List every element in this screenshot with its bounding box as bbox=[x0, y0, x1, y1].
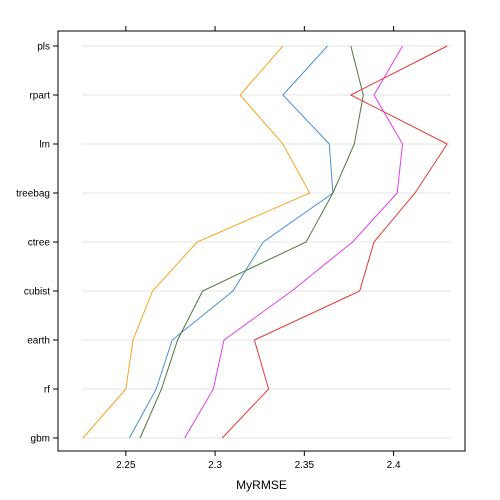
axis-ticks bbox=[53, 26, 395, 456]
plot-panel-frame bbox=[57, 30, 466, 452]
x-axis-title: MyRMSE bbox=[236, 478, 287, 492]
y-tick-label-treebag: treebag bbox=[16, 189, 50, 200]
series-line-3 bbox=[139, 45, 364, 439]
x-tick-label-2: 2.35 bbox=[295, 460, 315, 471]
grid-lines bbox=[82, 45, 451, 439]
y-tick-label-lm: lm bbox=[39, 140, 50, 151]
axis-labels: gbm rf earth cubist ctree treebag lm rpart pls 2.… bbox=[16, 42, 401, 472]
y-tick-label-cubist: cubist bbox=[24, 287, 50, 298]
series-line-1 bbox=[82, 45, 311, 439]
y-tick-label-rpart: rpart bbox=[29, 91, 50, 102]
x-tick-label-0: 2.25 bbox=[116, 460, 136, 471]
x-tick-label-3: 2.4 bbox=[387, 460, 401, 471]
y-tick-label-ctree: ctree bbox=[28, 238, 51, 249]
x-tick-label-1: 2.3 bbox=[208, 460, 222, 471]
y-tick-label-earth: earth bbox=[27, 336, 50, 347]
y-tick-label-gbm: gbm bbox=[31, 434, 50, 445]
series-line-5 bbox=[221, 45, 448, 439]
series-lines bbox=[82, 45, 448, 439]
y-tick-label-rf: rf bbox=[44, 385, 50, 396]
y-tick-label-pls: pls bbox=[37, 42, 50, 53]
series-line-2 bbox=[128, 45, 334, 439]
